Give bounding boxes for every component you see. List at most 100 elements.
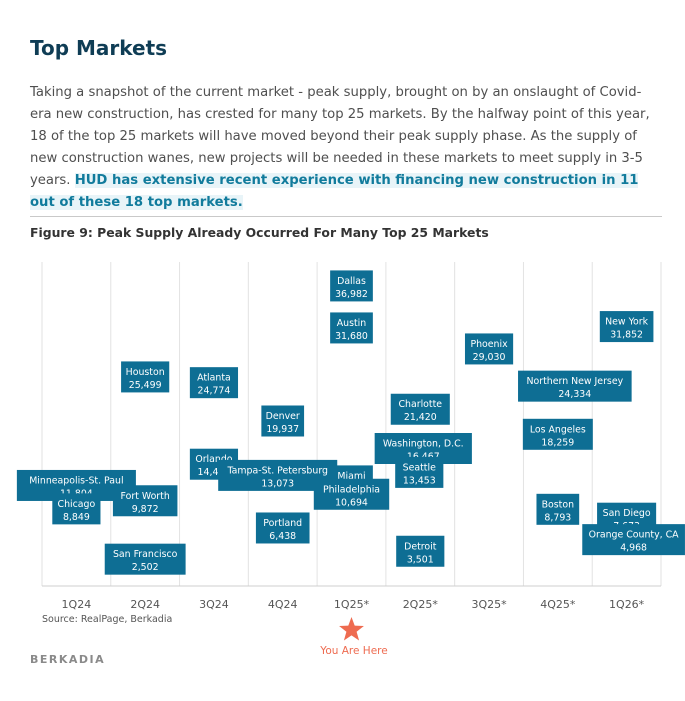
market-name: San Francisco [113, 549, 178, 560]
market-labels: Minneapolis-St. Paul11,804Chicago8,849Ho… [16, 270, 685, 575]
market-name: Portland [263, 518, 302, 529]
market-name: Detroit [404, 541, 437, 552]
market-value: 6,438 [269, 531, 296, 542]
x-tick-label: 4Q24 [268, 598, 298, 611]
you-are-here-star [339, 617, 364, 641]
market-name: Orange County, CA [589, 530, 680, 541]
market-value: 24,774 [198, 386, 231, 397]
market-name: Chicago [58, 499, 96, 510]
market-box [255, 512, 310, 544]
market-name: Houston [126, 367, 165, 378]
market-box [330, 270, 373, 302]
x-tick-label: 1Q25* [334, 598, 370, 611]
market-value: 8,793 [544, 512, 571, 523]
x-axis-ticks: 1Q24 2Q24 3Q24 4Q24 1Q25* 2Q25* 3Q25* 4Q25* 1Q26… [62, 598, 645, 611]
x-tick-label: 2Q24 [130, 598, 160, 611]
market-name: San Diego [603, 508, 651, 519]
market-box [189, 367, 239, 399]
market-orange-county-ca: Orange County, CA 4,968 [582, 524, 685, 556]
market-box [395, 456, 444, 488]
market-name: Philadelphia [323, 484, 380, 495]
x-tick-label: 3Q24 [199, 598, 229, 611]
market-box [536, 493, 580, 525]
market-value: 13,453 [403, 475, 436, 486]
figure-title: Figure 9: Peak Supply Already Occurred F… [30, 225, 489, 240]
you-are-here-label: You Are Here [320, 645, 388, 657]
market-value: 13,073 [261, 478, 294, 489]
market-name: Charlotte [398, 399, 442, 410]
market-name: Los Angeles [530, 424, 586, 435]
source-note: Source: RealPage, Berkadia [42, 614, 173, 625]
market-value: 31,852 [610, 330, 643, 341]
market-value: 14,485 [198, 467, 231, 478]
market-box [390, 393, 450, 425]
market-name: Northern New Jersey [527, 376, 624, 387]
chart-gridlines [41, 262, 662, 587]
market-name: Seattle [403, 462, 436, 473]
market-value: 4,968 [620, 543, 647, 554]
market-box [121, 361, 170, 393]
market-name: Denver [266, 411, 300, 422]
market-value: 10,694 [335, 497, 368, 508]
x-tick-label: 1Q24 [62, 598, 92, 611]
market-fort-worth: Fort Worth 9,872 [112, 485, 178, 517]
market-value: 8,849 [63, 512, 90, 523]
x-tick-label: 4Q25* [540, 598, 576, 611]
market-name: Tampa-St. Petersburg [226, 465, 328, 476]
market-value: 24,334 [558, 389, 591, 400]
market-box [599, 311, 654, 343]
market-box [313, 478, 390, 510]
market-box [464, 333, 514, 365]
market-name: Dallas [337, 276, 366, 287]
market-value: 29,030 [473, 352, 506, 363]
market-name: New York [605, 317, 648, 328]
page-title: Top Markets [30, 36, 168, 60]
market-value: 36,982 [335, 289, 368, 300]
market-box [112, 485, 178, 517]
market-name: Fort Worth [121, 491, 170, 502]
market-name: Miami [337, 471, 365, 482]
market-detroit: Detroit 3,501 [396, 535, 445, 567]
brand-logo: BERKADIA [30, 653, 106, 666]
market-value: 3,501 [407, 554, 434, 565]
market-denver: Denver 19,937 [261, 405, 305, 437]
star-icon [339, 617, 364, 641]
market-value: 18,259 [541, 437, 574, 448]
market-atlanta: Atlanta 24,774 [189, 367, 239, 399]
market-seattle: Seattle 13,453 [395, 456, 444, 488]
market-value: 19,937 [266, 424, 299, 435]
market-chicago: Chicago 8,849 [52, 493, 101, 525]
market-los-angeles: Los Angeles 18,259 [522, 418, 593, 450]
market-box [330, 312, 373, 344]
market-name: Phoenix [470, 339, 508, 350]
intro-paragraph: Taking a snapshot of the current market … [30, 82, 652, 214]
market-value: 2,502 [132, 562, 159, 573]
market-value: 25,499 [129, 380, 162, 391]
market-boston: Boston 8,793 [536, 493, 580, 525]
market-phoenix: Phoenix 29,030 [464, 333, 514, 365]
market-name: Austin [337, 318, 367, 329]
section-divider [30, 216, 662, 217]
market-portland: Portland 6,438 [255, 512, 310, 544]
market-box [518, 370, 632, 402]
market-name: Atlanta [197, 373, 231, 384]
market-name: Boston [542, 499, 574, 510]
market-box [582, 524, 685, 556]
market-value: 21,420 [404, 412, 437, 423]
intro-text: Taking a snapshot of the current market … [30, 85, 650, 188]
market-name: Orlando [195, 454, 232, 465]
market-box [261, 405, 305, 437]
market-san-francisco: San Francisco 2,502 [104, 543, 186, 575]
market-name: Minneapolis-St. Paul [29, 475, 123, 486]
market-value: 31,680 [335, 331, 368, 342]
x-tick-label: 3Q25* [471, 598, 507, 611]
market-austin: Austin 31,680 [330, 312, 373, 344]
market-northern-new-jersey: Northern New Jersey 24,334 [518, 370, 632, 402]
market-houston: Houston 25,499 [121, 361, 170, 393]
market-box [104, 543, 186, 575]
market-box [52, 493, 101, 525]
market-value: 9,872 [132, 504, 159, 515]
market-charlotte: Charlotte 21,420 [390, 393, 450, 425]
market-new-york: New York 31,852 [599, 311, 654, 343]
